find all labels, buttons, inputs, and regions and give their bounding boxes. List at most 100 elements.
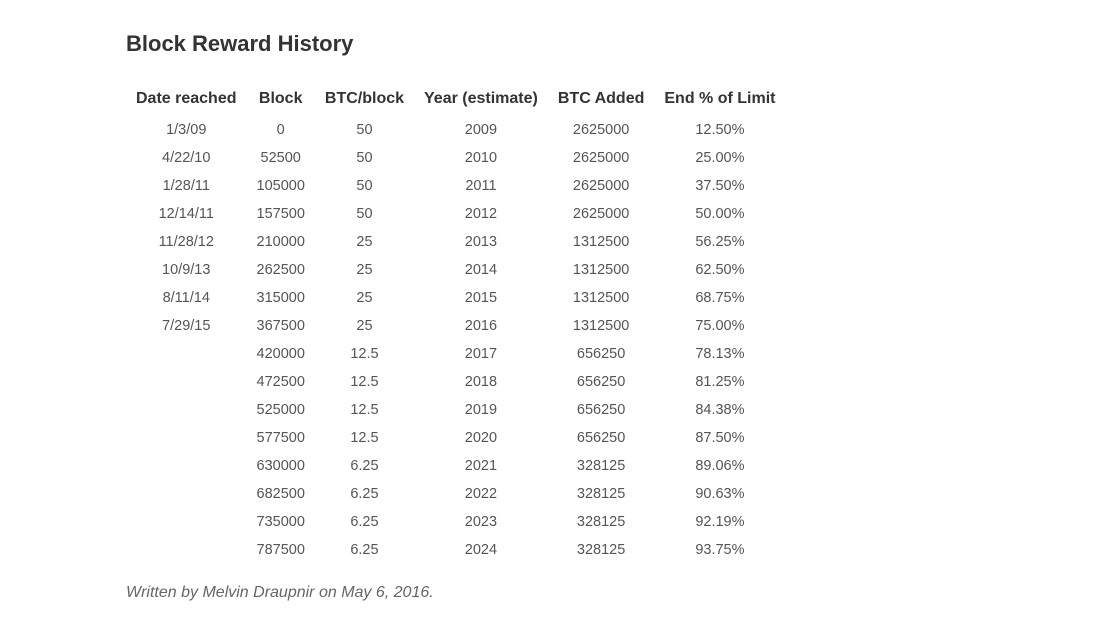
table-cell-block: 0	[276, 122, 285, 138]
table-cell-date-reached	[126, 340, 247, 368]
table-cell-btc-per-block: 25	[356, 290, 373, 306]
table-cell-year-estimate: 2017	[464, 346, 498, 362]
table-cell-btc-per-block: 12.5	[350, 402, 379, 418]
table-cell-btc-per-block: 12.5	[350, 374, 379, 390]
table-cell-year-estimate: 2019	[464, 402, 498, 418]
table-cell-date-reached	[126, 452, 247, 480]
block-reward-table: Date reached Block BTC/block Year (estimate…	[126, 86, 785, 564]
table-cell-btc-added: 328125	[576, 486, 626, 502]
table-cell-end-percent-of-limit: 25.00%	[695, 150, 745, 166]
table-header-row: Date reached Block BTC/block Year (estimate…	[126, 86, 785, 112]
table-cell-btc-added: 656250	[576, 402, 626, 418]
table-row: 735000 6.25 2023 328125 92.19%	[126, 508, 785, 536]
table-cell-btc-added: 1312500	[572, 290, 630, 306]
table-cell-btc-added: 2625000	[572, 178, 630, 194]
table-cell-end-percent-of-limit: 56.25%	[695, 234, 745, 250]
table-header: Date reached Block BTC/block Year (estimate…	[126, 86, 785, 112]
table-cell-block: 157500	[256, 206, 305, 222]
table-cell-date-reached	[126, 536, 247, 564]
table-cell-btc-added: 328125	[576, 542, 626, 558]
column-header-year-estimate: Year (estimate)	[424, 90, 538, 107]
table-cell-year-estimate: 2023	[464, 514, 498, 530]
table-cell-btc-per-block: 6.25	[350, 458, 379, 474]
table-cell-block: 262500	[256, 262, 305, 278]
table-cell-btc-added: 328125	[576, 458, 626, 474]
table-cell-btc-added: 2625000	[572, 122, 630, 138]
table-cell-btc-per-block: 6.25	[350, 514, 379, 530]
table-cell-end-percent-of-limit: 90.63%	[695, 486, 745, 502]
table-cell-end-percent-of-limit: 81.25%	[695, 374, 745, 390]
table-row: 10/9/13 262500 25 2014 1312500 62.50%	[126, 256, 785, 284]
table-cell-block: 735000	[256, 514, 305, 530]
table-cell-year-estimate: 2014	[464, 262, 498, 278]
table-cell-year-estimate: 2018	[464, 374, 498, 390]
table-cell-btc-per-block: 25	[356, 262, 373, 278]
table-cell-year-estimate: 2024	[464, 542, 498, 558]
table-cell-date-reached	[126, 396, 247, 424]
table-cell-btc-added: 656250	[576, 430, 626, 446]
table-cell-block: 367500	[256, 318, 305, 334]
table-row: 630000 6.25 2021 328125 89.06%	[126, 452, 785, 480]
table-cell-year-estimate: 2010	[464, 150, 498, 166]
table-cell-year-estimate: 2015	[464, 290, 498, 306]
table-row: 420000 12.5 2017 656250 78.13%	[126, 340, 785, 368]
table-cell-end-percent-of-limit: 78.13%	[695, 346, 745, 362]
table-cell-end-percent-of-limit: 68.75%	[695, 290, 745, 306]
table-cell-end-percent-of-limit: 89.06%	[695, 458, 745, 474]
table-cell-date-reached	[126, 368, 247, 396]
column-header-block: Block	[258, 90, 303, 107]
table-cell-block: 472500	[256, 374, 305, 390]
column-header-btc-added: BTC Added	[557, 90, 645, 107]
table-cell-year-estimate: 2021	[464, 458, 498, 474]
table-cell-date-reached: 10/9/13	[162, 262, 211, 278]
table-cell-btc-added: 1312500	[572, 318, 630, 334]
table-cell-date-reached: 1/3/09	[166, 122, 207, 138]
table-cell-year-estimate: 2011	[465, 178, 497, 194]
table-cell-btc-per-block: 12.5	[350, 346, 379, 362]
author-byline: Written by Melvin Draupnir on May 6, 201…	[126, 584, 434, 601]
table-cell-btc-added: 1312500	[572, 262, 630, 278]
table-row: 11/28/12 210000 25 2013 1312500 56.25%	[126, 228, 785, 256]
table-cell-year-estimate: 2022	[464, 486, 498, 502]
table-cell-end-percent-of-limit: 93.75%	[695, 542, 745, 558]
table-cell-date-reached	[126, 508, 247, 536]
table-cell-year-estimate: 2020	[464, 430, 498, 446]
page-title: Block Reward History	[126, 31, 354, 56]
table-cell-end-percent-of-limit: 87.50%	[695, 430, 745, 446]
table-cell-end-percent-of-limit: 75.00%	[695, 318, 745, 334]
table-cell-date-reached: 12/14/11	[158, 206, 214, 222]
table-cell-date-reached: 4/22/10	[162, 150, 211, 166]
table-body: 1/3/09 0 50 2009 2625000 12.50% 4/22/10 52500 50…	[126, 112, 785, 564]
table-row: 472500 12.5 2018 656250 81.25%	[126, 368, 785, 396]
table-cell-btc-added: 328125	[576, 514, 626, 530]
table-cell-date-reached: 7/29/15	[162, 318, 211, 334]
column-header-btc-per-block: BTC/block	[324, 90, 405, 107]
table-row: 8/11/14 315000 25 2015 1312500 68.75%	[126, 284, 785, 312]
table-cell-block: 105000	[256, 178, 305, 194]
table-cell-date-reached: 11/28/12	[158, 234, 214, 250]
table-cell-btc-per-block: 50	[356, 178, 373, 194]
table-cell-date-reached	[126, 424, 247, 452]
table-cell-block: 315000	[256, 290, 305, 306]
table-row: 682500 6.25 2022 328125 90.63%	[126, 480, 785, 508]
table-cell-date-reached	[126, 480, 247, 508]
table-row: 577500 12.5 2020 656250 87.50%	[126, 424, 785, 452]
table-cell-btc-added: 2625000	[572, 206, 630, 222]
table-cell-block: 52500	[260, 150, 301, 166]
table-cell-btc-per-block: 6.25	[350, 542, 379, 558]
table-cell-year-estimate: 2009	[464, 122, 498, 138]
table-cell-block: 525000	[256, 402, 305, 418]
table-cell-block: 787500	[256, 542, 305, 558]
table-cell-date-reached: 8/11/14	[162, 290, 210, 306]
table-cell-btc-per-block: 50	[356, 150, 373, 166]
table-cell-date-reached: 1/28/11	[162, 178, 210, 194]
table-row: 1/3/09 0 50 2009 2625000 12.50%	[126, 112, 785, 144]
table-cell-end-percent-of-limit: 12.50%	[695, 122, 745, 138]
table-cell-btc-added: 1312500	[572, 234, 630, 250]
table-cell-btc-per-block: 25	[356, 318, 373, 334]
table-cell-block: 420000	[256, 346, 305, 362]
table-row: 787500 6.25 2024 328125 93.75%	[126, 536, 785, 564]
table-cell-btc-added: 2625000	[572, 150, 630, 166]
table-row: 12/14/11 157500 50 2012 2625000 50.00%	[126, 200, 785, 228]
table-cell-block: 630000	[256, 458, 305, 474]
